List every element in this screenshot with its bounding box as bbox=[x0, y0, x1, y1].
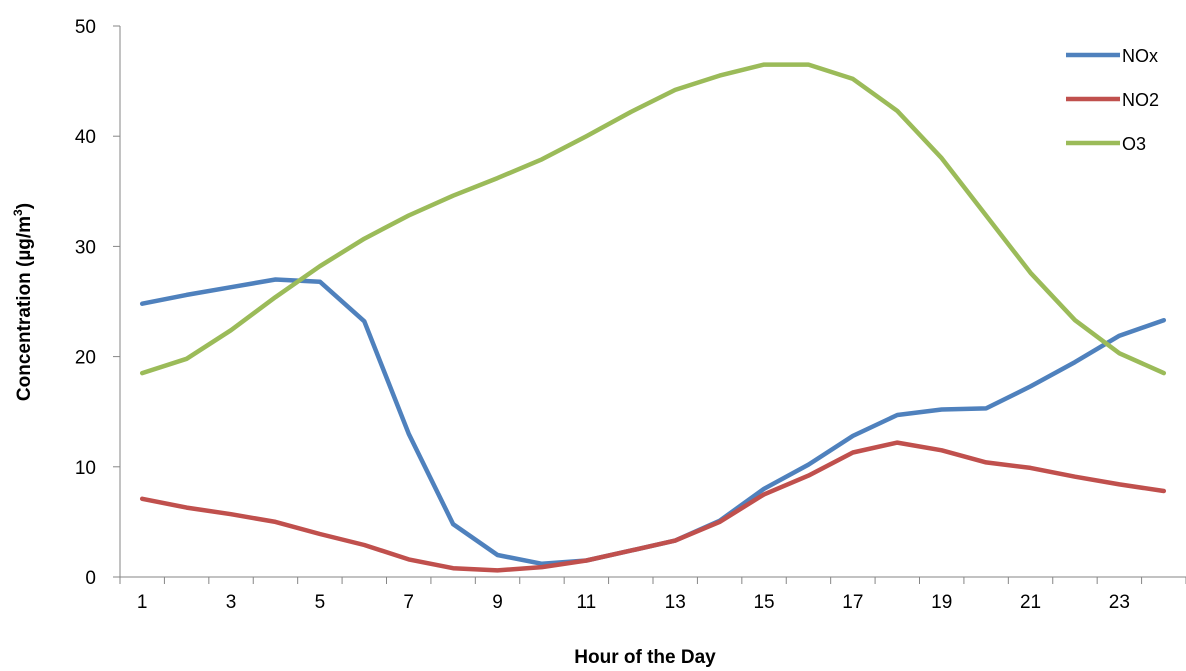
legend-label-nox: NOx bbox=[1122, 46, 1158, 66]
series-line-no2 bbox=[139, 440, 1167, 573]
x-tick-label: 13 bbox=[665, 592, 686, 613]
y-axis-title: Concentration (µg/m3) bbox=[11, 203, 35, 401]
x-tick-label: 3 bbox=[226, 592, 237, 613]
y-tick-label: 40 bbox=[75, 127, 96, 148]
legend-label-o3: O3 bbox=[1122, 134, 1146, 154]
chart-series bbox=[139, 62, 1167, 573]
y-axis-title-close: ) bbox=[14, 203, 35, 209]
series-line-nox bbox=[139, 277, 1167, 567]
x-tick-label: 15 bbox=[753, 592, 774, 613]
x-tick-label: 5 bbox=[315, 592, 326, 613]
x-tick-label: 7 bbox=[403, 592, 414, 613]
x-tick-label: 19 bbox=[931, 592, 952, 613]
series-line-o3 bbox=[139, 62, 1167, 376]
y-tick-label: 10 bbox=[75, 458, 96, 479]
legend-label-no2: NO2 bbox=[1122, 90, 1159, 110]
x-tick-label: 1 bbox=[137, 592, 148, 613]
x-tick-label: 9 bbox=[492, 592, 503, 613]
y-axis-title-main: Concentration (µg/m bbox=[14, 216, 35, 401]
x-axis-title: Hour of the Day bbox=[574, 647, 716, 668]
y-tick-label: 20 bbox=[75, 348, 96, 369]
chart-legend: NOx NO2 O3 bbox=[1066, 46, 1159, 154]
y-tick-label: 30 bbox=[75, 237, 96, 258]
x-tick-label: 21 bbox=[1020, 592, 1041, 613]
x-tick-label: 17 bbox=[842, 592, 863, 613]
y-tick-label: 50 bbox=[75, 17, 96, 38]
y-tick-label: 0 bbox=[85, 568, 96, 589]
x-tick-label: 23 bbox=[1109, 592, 1130, 613]
y-axis-title-superscript: 3 bbox=[11, 209, 25, 216]
x-tick-label: 11 bbox=[577, 592, 597, 613]
